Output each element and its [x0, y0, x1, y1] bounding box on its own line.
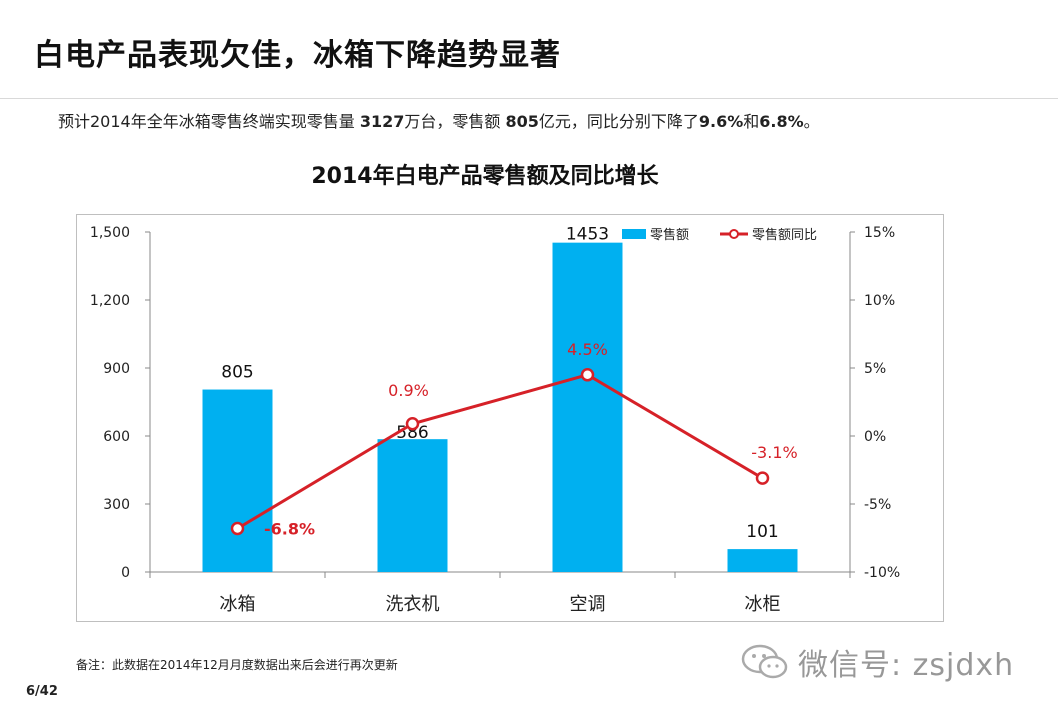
bar-冰箱	[202, 389, 273, 572]
right-tick-label: 10%	[864, 293, 895, 309]
x-category-label: 洗衣机	[386, 594, 440, 615]
slide-subtitle: 预计2014年全年冰箱零售终端实现零售量 3127万台，零售额 805亿元，同比…	[58, 108, 820, 132]
growth-value-label: 0.9%	[388, 381, 429, 400]
wechat-watermark: 微信号: zsjdxh	[740, 640, 1014, 684]
growth-point-空调	[580, 368, 595, 382]
watermark-text: 微信号: zsjdxh	[798, 648, 1015, 683]
legend-line-label: 零售额同比	[752, 227, 817, 243]
right-tick-label: -5%	[864, 497, 891, 513]
right-tick-label: 0%	[864, 429, 886, 445]
left-tick-label: 1,500	[90, 225, 130, 241]
right-tick-label: 15%	[864, 225, 895, 241]
subtitle-text-2: 万台，零售额	[404, 112, 506, 131]
subtitle-revenue-decline: 6.8%	[759, 112, 804, 131]
x-category-label: 空调	[570, 594, 606, 615]
legend-line-marker	[729, 229, 739, 239]
subtitle-volume: 3127	[359, 112, 405, 131]
right-tick-label: -10%	[864, 565, 900, 581]
growth-value-label: 4.5%	[567, 340, 608, 359]
growth-value-label: -6.8%	[264, 519, 315, 538]
bar-value-label: 805	[221, 363, 253, 383]
legend-bar-swatch	[622, 229, 646, 239]
left-tick-label: 600	[103, 429, 130, 445]
chart-title: 2014年白电产品零售额及同比增长	[311, 164, 659, 189]
page-number: 6/42	[26, 684, 58, 699]
right-tick-label: 5%	[864, 361, 886, 377]
left-tick-label: 0	[121, 565, 130, 581]
growth-point-冰箱	[230, 521, 245, 536]
legend-bar-label: 零售额	[650, 227, 689, 243]
left-tick-label: 1,200	[90, 293, 130, 309]
wechat-icon	[741, 644, 788, 679]
subtitle-text-4: 和	[743, 112, 760, 131]
x-category-label: 冰箱	[220, 594, 256, 615]
title-divider	[0, 98, 1058, 99]
subtitle-text-3: 亿元，同比分别下降了	[538, 112, 699, 131]
growth-point-冰柜	[755, 471, 770, 485]
bar-空调	[552, 242, 623, 573]
subtitle-volume-decline: 9.6%	[698, 112, 744, 131]
subtitle-revenue: 805	[505, 112, 539, 131]
growth-line	[236, 373, 764, 530]
left-tick-label: 300	[103, 497, 130, 513]
growth-point-洗衣机	[405, 417, 420, 431]
bar-洗衣机	[377, 439, 448, 572]
bar-value-label: 101	[746, 522, 778, 542]
left-tick-label: 900	[103, 361, 130, 377]
bar-value-label: 1453	[566, 225, 609, 245]
bar-冰柜	[727, 549, 798, 572]
slide-title: 白电产品表现欠佳，冰箱下降趋势显著	[34, 38, 561, 73]
growth-value-label: -3.1%	[751, 443, 797, 462]
subtitle-text-5: 。	[803, 112, 820, 131]
footnote: 备注：此数据在2014年12月月度数据出来后会进行再次更新	[76, 658, 398, 672]
x-category-label: 冰柜	[745, 594, 781, 615]
subtitle-text-1: 预计2014年全年冰箱零售终端实现零售量	[58, 112, 360, 131]
